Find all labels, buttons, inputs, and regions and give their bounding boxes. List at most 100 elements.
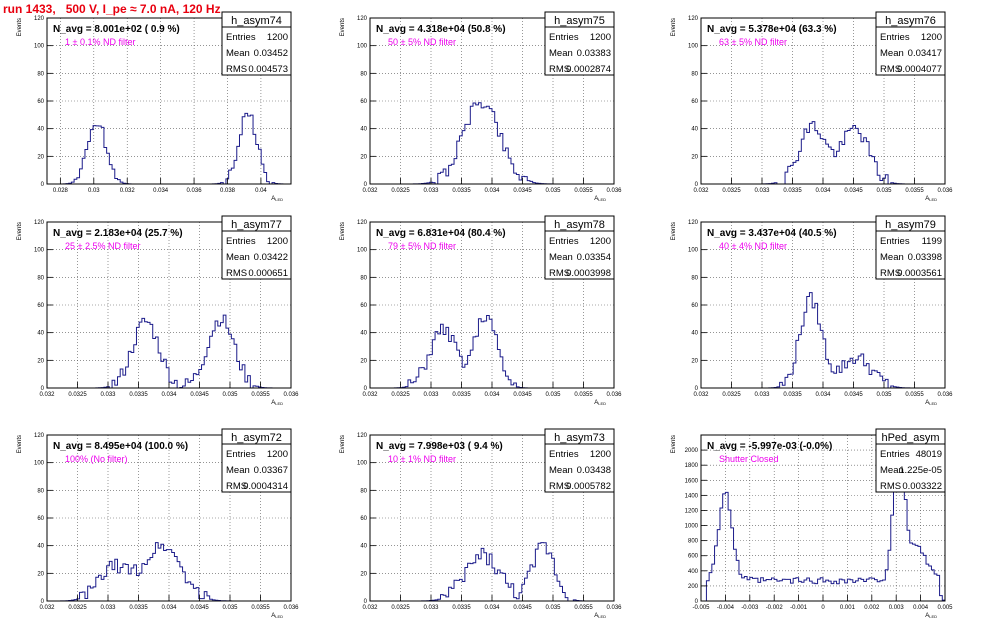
x-tick-label: 0.036	[283, 392, 299, 398]
stats-label-mean: Mean	[549, 252, 573, 263]
x-tick-label: 0.0345	[190, 605, 209, 611]
histogram-name: h_asym78	[554, 219, 605, 231]
x-tick-label: 0.033	[423, 188, 439, 194]
stats-label-mean: Mean	[549, 48, 573, 59]
x-tick-label: 0.036	[606, 188, 622, 194]
x-tick-label: 0.0335	[129, 392, 148, 398]
y-tick-label: 20	[691, 154, 698, 160]
x-tick-label: -0.005	[692, 605, 710, 611]
x-tick-label: 0.035	[545, 188, 561, 194]
x-axis-label: ALED	[594, 196, 606, 202]
stats-label-mean: Mean	[549, 465, 573, 476]
x-tick-label: 0.032	[362, 188, 378, 194]
y-tick-label: 0	[695, 599, 699, 605]
stats-label-rms: RMS	[880, 481, 901, 492]
filter-label: 100% (No filter)	[65, 454, 128, 464]
navg-label: N_avg = 5.378e+04 (63.3 %)	[707, 24, 837, 35]
x-tick-label: 0.0335	[452, 392, 471, 398]
x-tick-label: 0.033	[423, 392, 439, 398]
x-tick-label: 0.0335	[783, 392, 802, 398]
y-tick-label: 80	[360, 71, 367, 77]
y-tick-label: 60	[37, 516, 44, 522]
y-tick-label: 80	[360, 275, 367, 281]
x-tick-label: 0.035	[222, 605, 238, 611]
stats-value-rms: 0.003322	[902, 481, 942, 492]
x-tick-label: 0.03	[88, 188, 100, 194]
stats-value-entries: 1200	[267, 32, 288, 43]
y-tick-label: 800	[688, 539, 699, 545]
x-tick-label: 0.0345	[844, 188, 863, 194]
y-axis-label: Events	[340, 18, 346, 36]
x-tick-label: 0.033	[100, 605, 116, 611]
x-axis-label: ALED	[925, 400, 937, 406]
stats-value-mean: 0.03438	[577, 465, 611, 476]
histogram-panel-h_asym73: 0.032 0.0325 0.033 0.0335 0.034 0.0345 0.035 0.…	[340, 428, 622, 619]
x-tick-label: 0.035	[222, 392, 238, 398]
histogram-panel-h_asym76: 0.032 0.0325 0.033 0.0335 0.034 0.0345 0.035 0.…	[671, 11, 953, 202]
stats-value-entries: 1200	[921, 32, 942, 43]
x-axis-label-sub: LED	[929, 197, 937, 202]
y-tick-label: 1600	[685, 478, 699, 484]
stats-label-entries: Entries	[549, 236, 579, 247]
histogram-name: h_asym76	[885, 15, 936, 27]
x-tick-label: 0.034	[484, 188, 500, 194]
x-tick-label: 0.033	[754, 188, 770, 194]
stats-label-entries: Entries	[226, 449, 256, 460]
stats-value-mean: 1.225e-05	[899, 465, 942, 476]
stats-value-mean: 0.03367	[254, 465, 288, 476]
x-tick-label: 0.036	[937, 392, 953, 398]
x-tick-label: 0.036	[606, 392, 622, 398]
x-axis-label-sub: LED	[929, 401, 937, 406]
x-tick-label: 0.0355	[574, 392, 593, 398]
x-tick-label: 0	[821, 605, 825, 611]
x-tick-label: 0.003	[889, 605, 905, 611]
stats-value-rms: 0.0004077	[897, 64, 942, 75]
filter-label: 25 ± 2.5% ND filter	[65, 241, 140, 251]
x-tick-label: 0.034	[815, 188, 831, 194]
navg-label: N_avg = 8.001e+02 ( 0.9 %)	[53, 24, 180, 35]
x-tick-label: 0.036	[937, 188, 953, 194]
y-tick-label: 80	[37, 488, 44, 494]
y-tick-label: 20	[360, 571, 367, 577]
filter-label: 50 ± 5% ND filter	[388, 37, 456, 47]
navg-label: N_avg = 4.318e+04 (50.8 %)	[376, 24, 506, 35]
y-tick-label: 40	[37, 544, 44, 550]
stats-box	[544, 215, 615, 280]
y-tick-label: 120	[357, 220, 368, 226]
x-tick-label: 0.034	[161, 392, 177, 398]
y-tick-label: 60	[37, 99, 44, 105]
x-tick-label: 0.032	[693, 392, 709, 398]
stats-label-rms: RMS	[880, 64, 901, 75]
x-tick-label: 0.0355	[905, 188, 924, 194]
filter-label: Shutter Closed	[719, 454, 779, 464]
stats-label-mean: Mean	[880, 465, 904, 476]
stats-box	[875, 428, 946, 493]
stats-label-entries: Entries	[226, 236, 256, 247]
y-tick-label: 600	[688, 554, 699, 560]
x-axis-label-sub: LED	[275, 197, 283, 202]
y-tick-label: 80	[37, 275, 44, 281]
stats-box	[875, 11, 946, 76]
stats-value-rms: 0.0005782	[566, 481, 611, 492]
y-tick-label: 40	[37, 127, 44, 133]
y-tick-label: 1400	[685, 493, 699, 499]
x-tick-label: 0.0345	[513, 188, 532, 194]
navg-label: N_avg = 8.495e+04 (100.0 %)	[53, 441, 188, 452]
filter-label: 10 ± 1% ND filter	[388, 454, 456, 464]
stats-label-rms: RMS	[549, 268, 570, 279]
x-tick-label: 0.0325	[391, 188, 410, 194]
navg-label: N_avg = 6.831e+04 (80.4 %)	[376, 228, 506, 239]
x-tick-label: 0.0325	[68, 605, 87, 611]
stats-label-rms: RMS	[880, 268, 901, 279]
navg-label: N_avg = -5.997e-03 (-0.0%)	[707, 441, 832, 452]
x-tick-label: 0.004	[913, 605, 929, 611]
y-tick-label: 20	[691, 358, 698, 364]
y-tick-label: 400	[688, 569, 699, 575]
histogram-panel-h_asym79: 0.032 0.0325 0.033 0.0335 0.034 0.0345 0.035 0.…	[671, 215, 953, 406]
x-tick-label: 0.0355	[574, 605, 593, 611]
navg-label: N_avg = 2.183e+04 (25.7 %)	[53, 228, 183, 239]
filter-label: 79 ± 5% ND filter	[388, 241, 456, 251]
x-tick-label: 0.033	[423, 605, 439, 611]
x-tick-label: 0.0345	[513, 392, 532, 398]
